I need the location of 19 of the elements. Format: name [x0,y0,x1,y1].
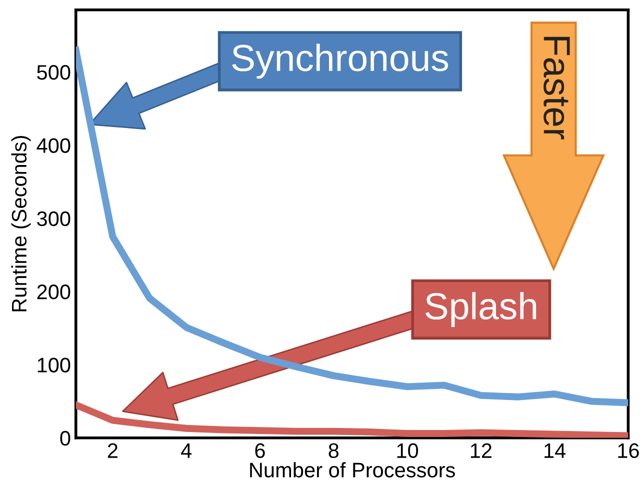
x-tick-label: 16 [618,443,639,458]
annotation: Faster [544,36,570,140]
annotation: Splash [426,292,536,327]
x-tick-label: 14 [544,444,566,458]
x-tick-label: 2 [108,443,118,458]
y-tick-label: 300 [37,211,70,226]
annotation: Synchronous [232,44,448,79]
x-tick-label: 10 [397,443,418,458]
y-tick-label: 200 [37,284,70,300]
x-tick-label: 8 [328,443,339,458]
y-axis-title: Runtime (Seconds) [11,136,31,312]
y-tick-label: 100 [38,358,70,372]
y-tick-label: 400 [36,138,70,153]
x-tick-label: 6 [255,443,265,458]
x-axis-title: Number of Processors [250,462,455,478]
y-tick-label: 0 [60,430,70,446]
x-tick-label: 4 [181,444,192,458]
y-tick-label: 500 [37,65,70,80]
x-tick-label: 12 [470,443,492,458]
